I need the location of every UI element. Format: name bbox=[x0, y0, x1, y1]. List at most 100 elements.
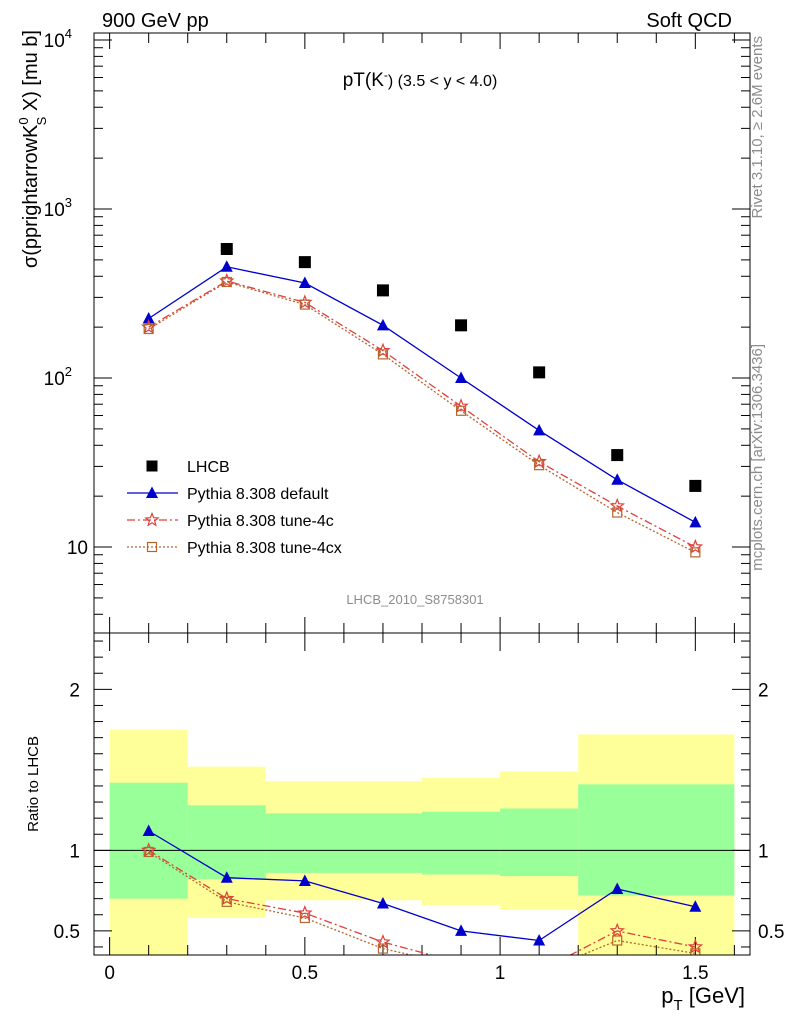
data-point bbox=[534, 460, 545, 471]
data-point bbox=[609, 922, 625, 938]
data-point bbox=[689, 515, 702, 528]
series-line bbox=[148, 851, 696, 955]
data-point bbox=[457, 962, 466, 971]
main-title: pT(K-) (3.5 < y < 4.0) bbox=[343, 68, 498, 91]
main-y-axis-label: σ(pprightarrowK0 S X) [mu b] bbox=[16, 30, 49, 268]
y-tick-label: 1 bbox=[69, 841, 80, 862]
main-panel: 10 102 103 104 pT(K-) (3.5 < y < 4.0) σ(ppr… bbox=[16, 26, 751, 634]
data-point bbox=[377, 349, 389, 360]
data-point bbox=[146, 460, 158, 472]
y-tick-label: 0.5 bbox=[54, 922, 80, 943]
x-tick-label: 0 bbox=[104, 963, 115, 984]
rivet-version-label: Rivet 3.1.10, ≥ 2.6M events bbox=[749, 36, 766, 219]
data-point bbox=[298, 276, 311, 288]
data-point bbox=[144, 511, 160, 527]
uncertainty-band-inner bbox=[187, 805, 266, 880]
data-point bbox=[142, 824, 155, 837]
y-tick-label: 2 bbox=[69, 680, 80, 701]
y-tick-label: 10 bbox=[67, 538, 88, 559]
data-point bbox=[455, 405, 467, 416]
data-point bbox=[611, 882, 624, 894]
ratio-series bbox=[140, 824, 704, 977]
ratio-ticks: 0.5 0.5 1 1 2 2 0 0.5 1 1.5 bbox=[54, 633, 784, 984]
x-tick-label: 0.5 bbox=[292, 963, 318, 984]
data-point bbox=[376, 318, 389, 331]
uncertainty-band-inner bbox=[109, 782, 188, 899]
data-point bbox=[690, 547, 701, 558]
y-tick-label: 103 bbox=[44, 195, 72, 221]
ratio-frame bbox=[93, 632, 751, 956]
legend: LHCB Pythia 8.308 default Pythia 8.308 tun… bbox=[127, 459, 342, 557]
data-point bbox=[611, 473, 624, 485]
main-ticks: 10 102 103 104 bbox=[44, 26, 750, 633]
data-point bbox=[690, 948, 701, 955]
y-tick-label-right: 0.5 bbox=[758, 922, 784, 943]
uncertainty-band-inner bbox=[578, 784, 735, 896]
data-point bbox=[611, 449, 624, 462]
data-point bbox=[689, 900, 702, 912]
data-point bbox=[376, 896, 389, 909]
data-point bbox=[375, 933, 391, 949]
ratio-series-pythia-8-308-tune-4cx bbox=[143, 846, 701, 977]
data-point bbox=[455, 371, 468, 384]
analysis-watermark: LHCB_2010_S8758301 bbox=[346, 592, 483, 607]
series-line bbox=[148, 849, 696, 955]
data-point bbox=[376, 284, 389, 297]
data-point bbox=[220, 871, 233, 883]
data-point bbox=[533, 366, 546, 379]
header-right: Soft QCD bbox=[646, 10, 732, 32]
data-point bbox=[298, 874, 311, 886]
legend-label: LHCB bbox=[187, 459, 230, 476]
data-point bbox=[297, 904, 313, 920]
series-line bbox=[148, 266, 696, 523]
data-point bbox=[298, 256, 311, 269]
data-point bbox=[535, 968, 544, 977]
data-point bbox=[533, 965, 545, 977]
data-point bbox=[143, 846, 154, 858]
legend-entry: LHCB bbox=[146, 459, 230, 476]
data-point bbox=[221, 896, 232, 907]
legend-entry: Pythia 8.308 tune-4cx bbox=[127, 540, 342, 557]
series-pythia-8-308-default bbox=[142, 260, 702, 528]
series-line bbox=[148, 280, 696, 548]
x-tick-label: 1.5 bbox=[682, 963, 708, 984]
data-point bbox=[146, 486, 158, 498]
main-series bbox=[140, 242, 704, 558]
data-point bbox=[220, 242, 233, 255]
y-tick-label-right: 1 bbox=[758, 841, 769, 862]
data-point bbox=[453, 398, 469, 413]
mcplots-source-label: mcplots.cern.ch [arXiv:1306.3436] bbox=[749, 344, 766, 571]
x-axis-label: pT [GeV] bbox=[661, 983, 745, 1014]
data-point bbox=[375, 342, 391, 358]
ratio-bands bbox=[94, 729, 750, 955]
data-point bbox=[299, 912, 310, 924]
uncertainty-band-inner bbox=[265, 813, 422, 873]
data-point bbox=[455, 924, 468, 936]
data-point bbox=[533, 934, 546, 946]
legend-label: Pythia 8.308 tune-4cx bbox=[187, 540, 342, 557]
y-tick-label: 102 bbox=[44, 364, 72, 390]
y-tick-label: 104 bbox=[44, 26, 72, 52]
header-left: 900 GeV pp bbox=[102, 10, 209, 32]
legend-label: Pythia 8.308 tune-4c bbox=[187, 513, 334, 530]
uncertainty-band-inner bbox=[422, 811, 501, 875]
ratio-panel: 0.5 0.5 1 1 2 2 0 0.5 1 1.5 Ratio to LHCB pT [GeV… bbox=[25, 632, 784, 1014]
data-point bbox=[299, 299, 310, 310]
ratio-y-axis-label: Ratio to LHCB bbox=[25, 736, 42, 832]
y-tick-label-right: 2 bbox=[758, 680, 769, 701]
series-line bbox=[148, 830, 696, 942]
data-point bbox=[461, 954, 462, 955]
data-point bbox=[146, 541, 158, 553]
data-point bbox=[612, 507, 623, 518]
data-point bbox=[609, 497, 625, 513]
legend-label: Pythia 8.308 default bbox=[187, 486, 329, 503]
series-pythia-8-308-tune-4c bbox=[140, 272, 704, 554]
data-point bbox=[687, 538, 704, 554]
series-line bbox=[148, 281, 696, 553]
data-point bbox=[142, 311, 155, 324]
data-point bbox=[377, 943, 389, 954]
legend-entry: Pythia 8.308 tune-4c bbox=[127, 511, 334, 530]
uncertainty-band-inner bbox=[500, 808, 579, 877]
data-point bbox=[687, 938, 704, 954]
